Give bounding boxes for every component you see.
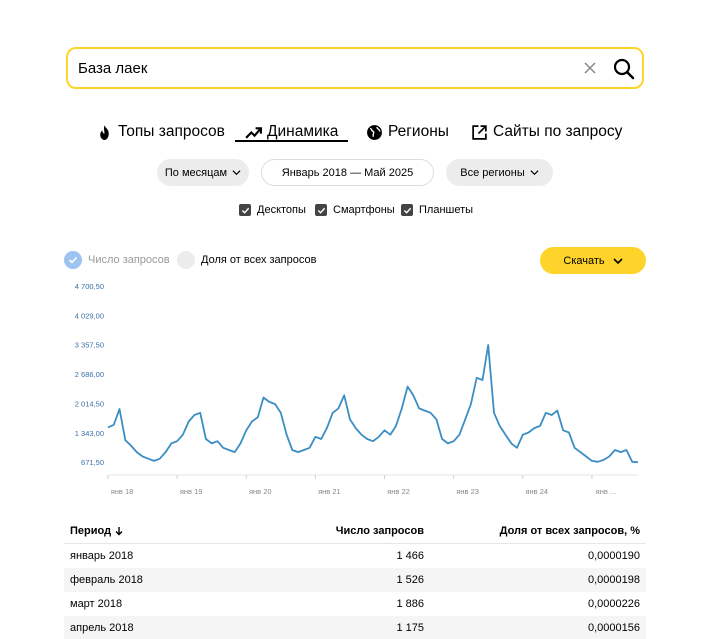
cell-count: 1 175 xyxy=(396,622,424,634)
checkbox-box[interactable] xyxy=(239,204,251,216)
trend-icon xyxy=(245,126,262,139)
x-tick-label: янв 24 xyxy=(525,487,548,496)
cell-period: февраль 2018 xyxy=(70,574,143,586)
radio-query-share[interactable]: Доля от всех запросов xyxy=(177,251,316,269)
date-range-label: Январь 2018 — Май 2025 xyxy=(281,166,414,179)
column-header-share[interactable]: Доля от всех запросов, % xyxy=(499,524,640,537)
search-box[interactable]: База лаек xyxy=(66,47,644,89)
globe-icon xyxy=(367,124,382,140)
external-link-icon xyxy=(472,124,487,140)
regions-select[interactable]: Все регионы xyxy=(446,159,553,186)
search-icon[interactable] xyxy=(612,57,636,81)
check-icon xyxy=(68,256,78,264)
cell-share: 0,0000190 xyxy=(588,550,640,562)
download-button[interactable]: Скачать xyxy=(540,247,646,274)
y-tick-label: 2 686,00 xyxy=(75,370,104,379)
series-line xyxy=(107,344,639,464)
y-tick-label: 671,50 xyxy=(81,458,104,467)
checkbox-label: Планшеты xyxy=(419,204,474,216)
data-table: Период Число запросов Доля от всех запро… xyxy=(64,518,646,639)
queries-line-chart: 671,50 1 343,00 2 014,50 2 686,00 3 357,50 4 … xyxy=(75,282,639,496)
tab-dynamics[interactable]: Динамика xyxy=(245,121,338,143)
x-tick-label: янв 18 xyxy=(111,487,134,496)
fire-icon xyxy=(100,124,109,140)
tab-label: Сайты по запросу xyxy=(493,123,623,140)
active-tab-underline xyxy=(235,140,348,142)
clear-icon[interactable] xyxy=(582,60,598,76)
cell-count: 1 526 xyxy=(396,574,424,586)
y-tick-label: 1 343,00 xyxy=(75,429,104,438)
tab-label: Топы запросов xyxy=(118,123,225,140)
tabs-bar: Топы запросов Динамика Регионы Сайты по … xyxy=(0,121,720,145)
checkbox-smartphones[interactable]: Смартфоны xyxy=(315,204,395,216)
x-tick-label: янв 23 xyxy=(456,487,479,496)
checkbox-box[interactable] xyxy=(401,204,413,216)
checkbox-label: Смартфоны xyxy=(333,204,395,216)
column-header-label: Период xyxy=(70,524,112,537)
chevron-down-icon xyxy=(530,170,539,176)
cell-share: 0,0000198 xyxy=(588,574,640,586)
checkbox-box[interactable] xyxy=(315,204,327,216)
sort-down-icon xyxy=(115,526,123,535)
y-tick-label: 4 700,50 xyxy=(75,282,104,291)
table-header: Период Число запросов Доля от всех запро… xyxy=(64,518,646,544)
radio-dot[interactable] xyxy=(64,251,82,269)
cell-period: апрель 2018 xyxy=(70,622,134,634)
checkbox-label: Десктопы xyxy=(257,204,306,216)
check-icon xyxy=(241,207,249,214)
cell-share: 0,0000226 xyxy=(588,598,640,610)
cell-count: 1 466 xyxy=(396,550,424,562)
cell-period: январь 2018 xyxy=(70,550,134,562)
table-row: февраль 2018 1 526 0,0000198 xyxy=(64,568,646,592)
period-group-label: По месяцам xyxy=(164,166,228,179)
y-tick-label: 2 014,50 xyxy=(75,399,104,408)
table-body: январь 2018 1 466 0,0000190 февраль 2018 1 5… xyxy=(64,544,646,639)
checkbox-desktops[interactable]: Десктопы xyxy=(239,204,306,216)
date-range-picker[interactable]: Январь 2018 — Май 2025 xyxy=(261,159,434,186)
x-tick-label: янв 19 xyxy=(180,487,203,496)
radio-dot[interactable] xyxy=(177,251,195,269)
chevron-down-icon xyxy=(232,170,241,176)
regions-label: Все регионы xyxy=(460,166,525,179)
cell-count: 1 886 xyxy=(396,598,424,610)
cell-period: март 2018 xyxy=(70,598,123,610)
cell-share: 0,0000156 xyxy=(588,622,640,634)
chevron-down-icon xyxy=(613,257,623,264)
check-icon xyxy=(317,207,325,214)
column-header-period[interactable]: Период xyxy=(64,525,264,537)
tab-label: Динамика xyxy=(267,123,339,140)
radio-query-count[interactable]: Число запросов xyxy=(64,251,170,269)
column-header-count[interactable]: Число запросов xyxy=(335,524,424,537)
x-tick-label: янв 20 xyxy=(249,487,272,496)
table-row: январь 2018 1 466 0,0000190 xyxy=(64,544,646,568)
x-tick-label: янв 21 xyxy=(318,487,341,496)
checkbox-tablets[interactable]: Планшеты xyxy=(401,204,473,216)
tab-regions[interactable]: Регионы xyxy=(366,121,449,143)
tab-top-queries[interactable]: Топы запросов xyxy=(96,121,225,143)
tab-label: Регионы xyxy=(388,123,449,140)
search-input[interactable]: База лаек xyxy=(78,60,148,77)
device-checkboxes: Десктопы Смартфоны Планшеты xyxy=(0,204,720,220)
check-icon xyxy=(403,207,411,214)
tab-sites[interactable]: Сайты по запросу xyxy=(471,121,622,143)
table-row: апрель 2018 1 175 0,0000156 xyxy=(64,616,646,639)
download-label: Скачать xyxy=(563,254,605,267)
period-group-select[interactable]: По месяцам xyxy=(157,159,249,186)
radio-label: Доля от всех запросов xyxy=(201,254,317,266)
table-row: март 2018 1 886 0,0000226 xyxy=(64,592,646,616)
y-tick-label: 4 029,00 xyxy=(75,311,104,320)
x-tick-label: янв ... xyxy=(596,487,617,496)
x-tick-label: янв 22 xyxy=(387,487,410,496)
radio-label: Число запросов xyxy=(88,254,170,266)
y-tick-label: 3 357,50 xyxy=(75,341,104,350)
